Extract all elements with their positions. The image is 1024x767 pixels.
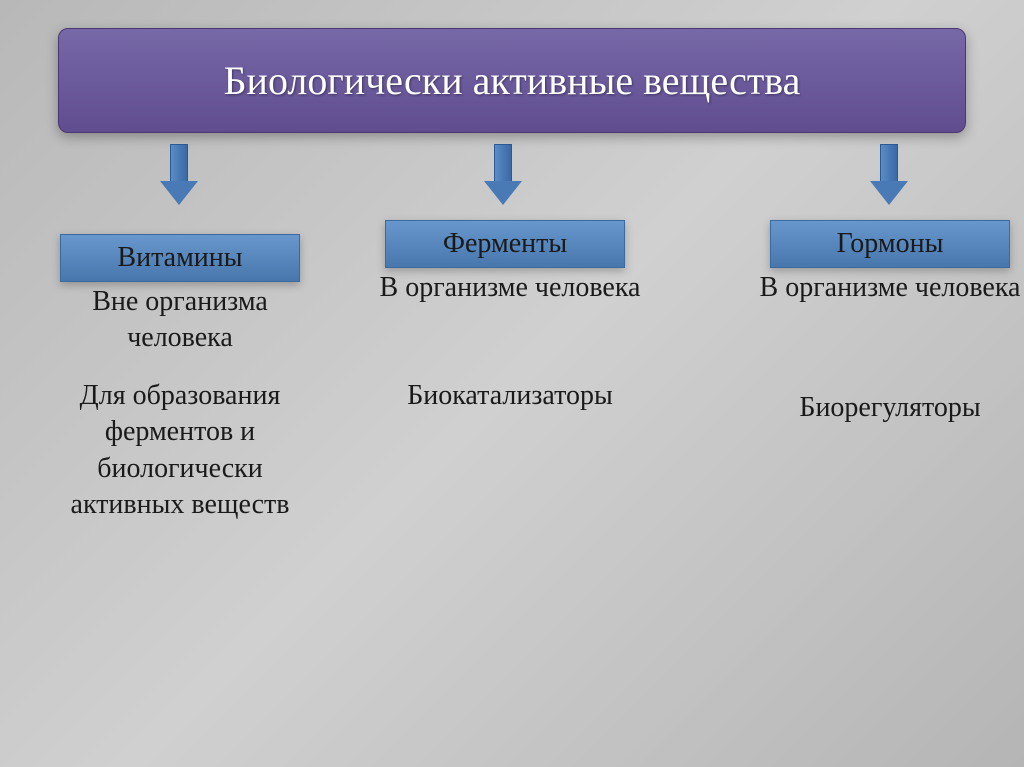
arrow-1: [160, 144, 198, 206]
description-text: В организме человека: [760, 272, 1021, 303]
desc-vitamins-2: Для образования ферментов и биологически…: [40, 378, 320, 524]
description-text: В организме человека: [380, 272, 641, 303]
arrow-head: [160, 181, 198, 205]
category-box-vitamins: Витамины: [60, 234, 300, 282]
arrow-head: [870, 181, 908, 205]
desc-hormones-2: Биорегуляторы: [750, 390, 1024, 426]
arrow-stem: [170, 144, 188, 182]
desc-hormones-1: В организме человека: [750, 270, 1024, 306]
category-label: Витамины: [117, 242, 242, 274]
category-label: Гормоны: [837, 228, 944, 260]
description-text: Вне организма человека: [92, 286, 268, 353]
category-label: Ферменты: [443, 228, 567, 260]
description-text: Биорегуляторы: [799, 392, 980, 423]
desc-enzymes-2: Биокатализаторы: [370, 378, 650, 414]
desc-vitamins-1: Вне организма человека: [40, 284, 320, 357]
description-text: Биокатализаторы: [407, 380, 613, 411]
title-box: Биологически активные вещества: [58, 28, 966, 133]
arrow-stem: [880, 144, 898, 182]
category-box-hormones: Гормоны: [770, 220, 1010, 268]
arrow-3: [870, 144, 908, 206]
arrow-2: [484, 144, 522, 206]
arrow-stem: [494, 144, 512, 182]
arrow-head: [484, 181, 522, 205]
category-box-enzymes: Ферменты: [385, 220, 625, 268]
desc-enzymes-1: В организме человека: [370, 270, 650, 306]
description-text: Для образования ферментов и биологически…: [71, 380, 290, 520]
slide-title: Биологически активные вещества: [224, 57, 801, 104]
